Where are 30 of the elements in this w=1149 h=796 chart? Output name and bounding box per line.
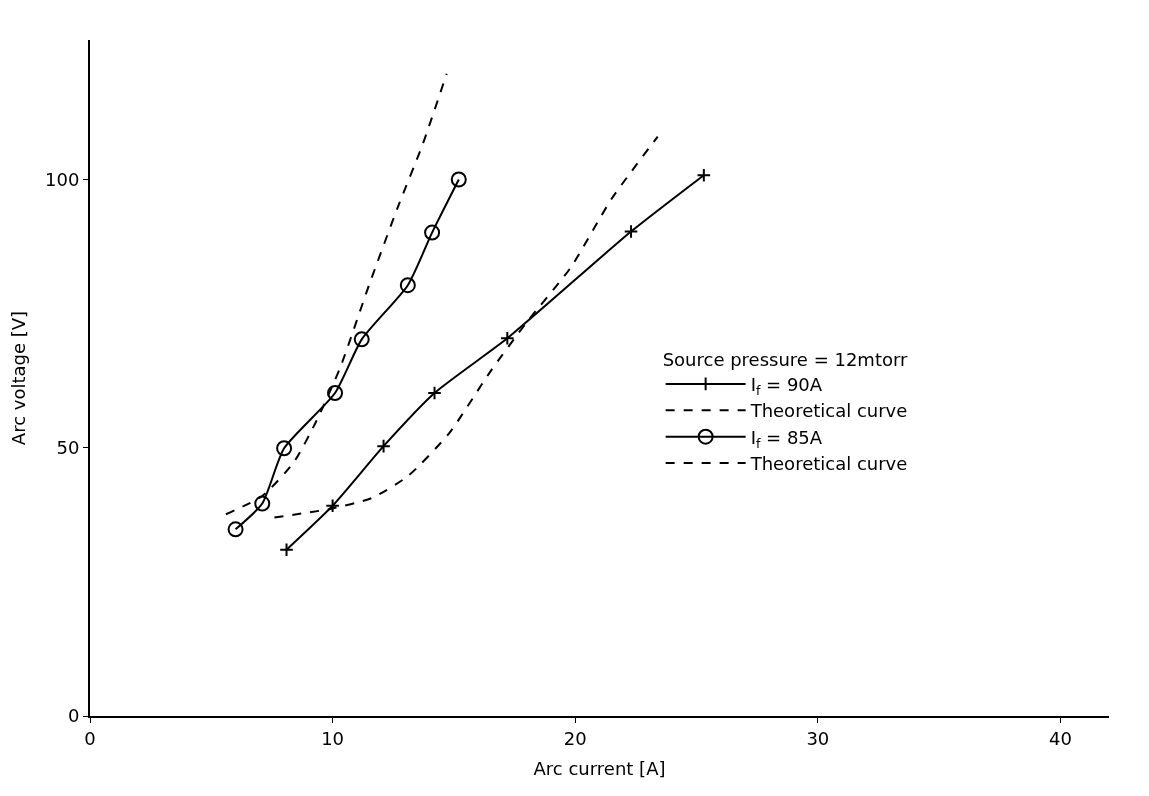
point: [623, 224, 639, 239]
point: [325, 498, 340, 513]
x-tick-label: 30: [806, 727, 830, 749]
point: [450, 171, 467, 188]
point: [276, 440, 293, 457]
legend-label: I$_{f}$ = 90A: [750, 373, 823, 398]
point: [696, 167, 712, 183]
legend-label: Theoretical curve: [749, 453, 908, 475]
y-tick-label: 0: [67, 705, 80, 727]
point: [399, 277, 416, 294]
x-tick-label: 0: [84, 727, 96, 749]
point: [327, 385, 344, 402]
y-tick-label: 50: [56, 437, 80, 459]
point: [376, 438, 391, 454]
point: [353, 331, 370, 348]
point: [227, 521, 244, 538]
legend-title: Source pressure = 12mtorr: [662, 348, 909, 370]
y-tick-label: 100: [45, 168, 80, 190]
point: [279, 542, 294, 557]
legend-label: Theoretical curve: [749, 400, 908, 422]
x-tick-label: 20: [563, 727, 587, 749]
point: [427, 385, 442, 401]
x-tick-label: 40: [1049, 727, 1072, 749]
x-axis-title: Arc current [A]: [533, 758, 666, 780]
y-axis-title: Arc voltage [V]: [7, 310, 29, 446]
legend-label: I$_{f}$ = 85A: [750, 426, 823, 451]
point: [424, 224, 441, 241]
x-tick-label: 10: [321, 727, 345, 749]
point: [254, 495, 271, 512]
point: [500, 331, 515, 346]
